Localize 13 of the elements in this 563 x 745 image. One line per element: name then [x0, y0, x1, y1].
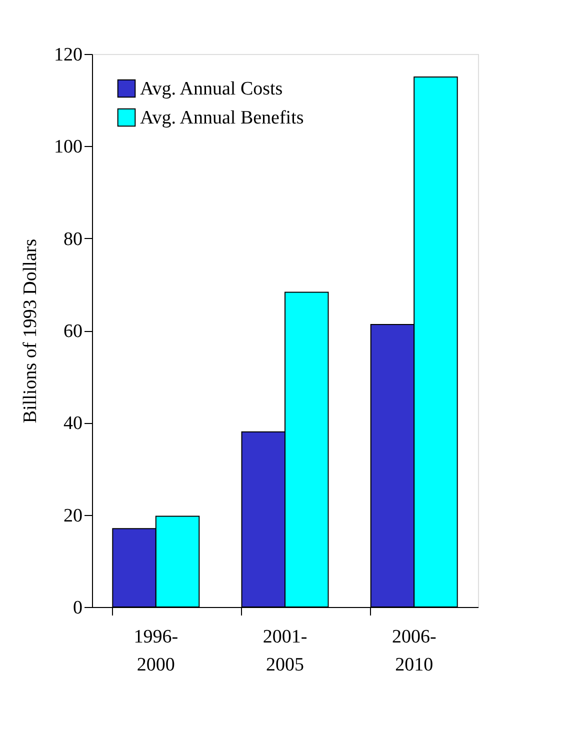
y-tick-label: 80	[64, 228, 82, 250]
y-tick-label: 20	[64, 505, 82, 526]
y-tick-label: 60	[64, 321, 82, 342]
x-tick-label: 2001-2005	[262, 626, 308, 676]
legend-label: Avg. Annual Costs	[140, 78, 283, 100]
y-tick-label: 100	[54, 136, 82, 158]
y-axis-title: Billions of 1993 Dollars	[20, 238, 41, 424]
legend-label: Avg. Annual Benefits	[140, 108, 304, 128]
y-tick-label: 40	[64, 413, 82, 434]
x-tick-label: 2006-2010	[392, 626, 436, 676]
x-tick-label: 1996-2000	[134, 626, 178, 676]
y-tick-label: 0	[73, 598, 82, 618]
y-tick-label: 120	[54, 44, 82, 66]
